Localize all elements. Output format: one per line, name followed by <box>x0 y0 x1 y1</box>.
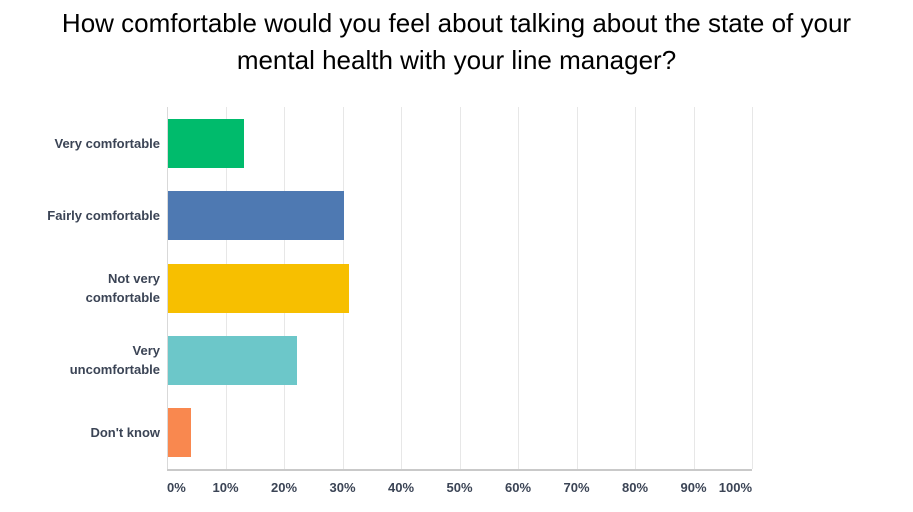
x-tick-label: 90% <box>680 480 707 495</box>
x-tick-label: 30% <box>329 480 356 495</box>
bar-don-t-know[interactable] <box>168 408 192 458</box>
gridline <box>693 107 695 469</box>
chart-title: How comfortable would you feel about tal… <box>0 5 913 79</box>
x-tick-label: 10% <box>212 480 239 495</box>
gridline <box>635 107 636 469</box>
y-axis-line <box>167 107 168 469</box>
gridline <box>576 107 578 469</box>
x-tick-label: 40% <box>387 480 415 495</box>
gridline <box>752 107 753 469</box>
gridline <box>459 107 461 469</box>
x-tick-label: 100% <box>718 480 752 495</box>
x-tick-label: 0% <box>167 480 186 495</box>
gridline <box>518 107 519 469</box>
bar-fairly-comfortable[interactable] <box>168 191 344 241</box>
x-tick-label: 80% <box>621 480 649 495</box>
bar-very-uncomfortable[interactable] <box>168 335 297 385</box>
gridline <box>401 107 402 469</box>
chart-title-line2: mental health with your line manager? <box>236 45 677 75</box>
x-tick-label: 20% <box>270 480 298 495</box>
x-tick-label: 50% <box>446 480 473 495</box>
bar-not-very-comfortable[interactable] <box>168 263 350 313</box>
category-label: Fairly comfortable <box>47 208 160 224</box>
category-label: Very uncomfortable <box>69 343 160 378</box>
category-label: Don't know <box>90 425 160 441</box>
x-tick-label: 60% <box>504 480 532 495</box>
chart-title-line1: How comfortable would you feel about tal… <box>61 8 852 38</box>
category-label: Not very comfortable <box>85 270 160 305</box>
x-tick-label: 70% <box>563 480 590 495</box>
category-label: Very comfortable <box>54 135 161 151</box>
bar-very-comfortable[interactable] <box>168 118 245 168</box>
